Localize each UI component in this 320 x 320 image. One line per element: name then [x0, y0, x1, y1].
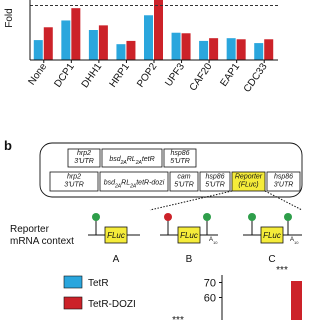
part-label: 3'UTR	[74, 158, 94, 165]
vector-part	[169, 171, 199, 192]
cap	[284, 213, 292, 221]
construct-label: C	[268, 254, 275, 265]
legend-label: TetR	[88, 278, 109, 289]
annotation: ***	[172, 315, 184, 320]
part-label-piece: 2A	[135, 160, 143, 166]
vector-part	[101, 148, 163, 168]
part-label: bsd2ARL2AtetR	[109, 156, 154, 166]
legend-swatch	[63, 296, 83, 310]
bar	[144, 15, 153, 60]
bar	[43, 27, 53, 60]
bar	[154, 0, 163, 60]
bar	[88, 30, 98, 60]
x-tick-label: CAF20	[188, 61, 215, 93]
part-label: 5'UTR	[170, 158, 190, 165]
panel-label: b	[4, 138, 12, 153]
part-label-piece: 2A	[129, 184, 137, 190]
cap	[203, 213, 211, 221]
gene-label: FLuc	[107, 231, 125, 240]
annotation: ***	[276, 265, 288, 276]
vector-part	[231, 171, 266, 192]
part-label: hrp2	[67, 174, 81, 181]
bar	[116, 44, 126, 60]
bar	[209, 38, 219, 60]
part-label: hsp86	[205, 174, 224, 181]
reporter-box	[177, 226, 201, 244]
x-tick-label: UPF3	[163, 61, 187, 89]
x-tick-label: DCP1	[52, 61, 77, 90]
y-tick-label: 70	[204, 278, 216, 290]
tail-label: A10	[209, 237, 218, 245]
bar	[236, 39, 246, 60]
x-tick-label: HRP1	[108, 61, 133, 90]
plasmid	[39, 142, 303, 198]
bar	[126, 40, 136, 60]
part-label: 5'UTR	[205, 182, 225, 189]
part-label: hsp86	[170, 150, 189, 157]
bar	[61, 20, 71, 61]
bar	[71, 8, 81, 61]
part-label: (FLuc)	[238, 182, 258, 189]
context-label: Reporter	[10, 224, 50, 235]
bar	[33, 40, 43, 60]
construct-label: B	[186, 254, 193, 265]
vector-part	[49, 171, 99, 192]
part-label: 5'UTR	[174, 182, 194, 189]
vector-part	[163, 148, 197, 168]
context-label: mRNA context	[10, 236, 74, 247]
bar	[226, 38, 236, 60]
zoom-line	[264, 190, 303, 211]
bar	[199, 40, 209, 60]
part-label: bsd2ARL2AtetR-dozi	[104, 180, 165, 190]
x-tick-label: POP2	[135, 61, 160, 90]
tail-sub: 10	[294, 240, 299, 245]
vector-part	[199, 171, 231, 192]
bar	[254, 43, 264, 60]
part-label: 3'UTR	[64, 182, 84, 189]
cap	[92, 213, 100, 221]
part-label-piece: tetR	[142, 156, 155, 163]
part-label-piece: RL	[121, 180, 130, 187]
bar	[181, 33, 191, 60]
x-tick-label: EAP1	[218, 61, 242, 89]
y-axis-label: Fold	[4, 8, 15, 27]
bar	[98, 25, 108, 60]
tail-sub: 10	[213, 240, 218, 245]
vector-part	[99, 171, 169, 192]
part-label: cam	[177, 174, 190, 181]
tail-base: A	[209, 237, 213, 243]
gene-label: FLuc	[180, 231, 198, 240]
cap	[248, 213, 256, 221]
tail-label: A10	[290, 237, 299, 245]
part-label-piece: RL	[127, 156, 136, 163]
y-tick-label: 60	[204, 293, 216, 305]
tail-base: A	[290, 237, 294, 243]
part-label-piece: bsd	[104, 180, 116, 187]
x-tick-label: CDC33	[242, 61, 270, 95]
reporter-box	[260, 226, 284, 244]
cap	[164, 213, 172, 221]
part-label-piece: bsd	[109, 156, 121, 163]
vector-part	[266, 171, 301, 192]
part-label-piece: 2A	[120, 160, 128, 166]
vector-part	[67, 148, 101, 168]
zoom-line	[149, 190, 233, 211]
gene-label: FLuc	[263, 231, 281, 240]
reporter-box	[104, 226, 128, 244]
legend-swatch	[63, 275, 83, 289]
part-label: Reporter	[235, 174, 263, 181]
bar	[264, 39, 274, 60]
part-label: hsp86	[274, 174, 293, 181]
part-label-piece: 2A	[114, 184, 122, 190]
part-label-piece: tetR-dozi	[136, 180, 164, 187]
legend-label: TetR-DOZI	[88, 299, 136, 310]
bar	[291, 281, 302, 320]
bar	[171, 32, 181, 60]
x-tick-label: None	[27, 61, 50, 87]
part-label: 3'UTR	[274, 182, 294, 189]
part-label: hrp2	[77, 150, 91, 157]
x-tick-label: DHH1	[80, 61, 105, 90]
construct-label: A	[113, 254, 120, 265]
